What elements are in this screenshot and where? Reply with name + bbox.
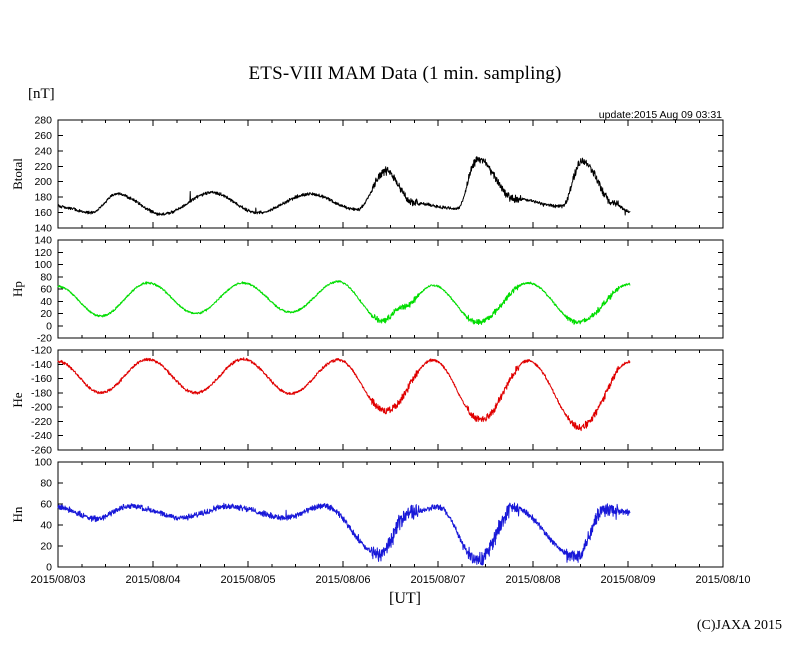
x-tick-label: 2015/08/09	[600, 574, 655, 586]
series-hn	[57, 502, 631, 566]
y-tick-label: 180	[34, 192, 52, 204]
y-tick-label: 0	[46, 320, 52, 332]
y-tick-label: 80	[40, 271, 52, 283]
y-axis-label-hp: Hp	[10, 281, 25, 297]
y-tick-label: 40	[40, 296, 52, 308]
y-axis-label-btotal: Btotal	[10, 158, 25, 190]
x-tick-label: 2015/08/10	[695, 574, 750, 586]
series-btotal	[57, 156, 631, 216]
y-tick-label: -20	[37, 333, 52, 345]
y-tick-label: 20	[40, 541, 52, 553]
y-tick-label: -120	[31, 345, 52, 357]
x-tick-label: 2015/08/05	[220, 574, 275, 586]
y-tick-label: -180	[31, 387, 52, 399]
y-tick-label: 100	[34, 259, 52, 271]
series-hp	[57, 280, 631, 326]
x-tick-label: 2015/08/04	[125, 574, 180, 586]
y-tick-label: -240	[31, 430, 52, 442]
y-axis-label-hn: Hn	[10, 506, 25, 522]
y-axis-label-he: He	[10, 392, 25, 407]
panel-he: -260 -240 -220 -200 -180 -160 -140 -120 He	[10, 345, 724, 457]
y-tick-label: 60	[40, 499, 52, 511]
copyright-credit: (C)JAXA 2015	[696, 618, 782, 633]
y-tick-label: 140	[34, 223, 52, 235]
y-tick-label: -140	[31, 359, 52, 371]
y-tick-label: 120	[34, 247, 52, 259]
panel-btotal: 140 160 180 200 220 240 260 280 Btotal	[10, 115, 724, 235]
y-tick-label: -220	[31, 416, 52, 428]
update-timestamp: update:2015 Aug 09 03:31	[598, 109, 722, 121]
y-tick-label: 40	[40, 520, 52, 532]
y-tick-label: -200	[31, 402, 52, 414]
y-tick-label: 160	[34, 207, 52, 219]
y-tick-label: -260	[31, 445, 52, 457]
unit-label: [nT]	[28, 86, 55, 102]
page-title: ETS-VIII MAM Data (1 min. sampling)	[248, 63, 562, 84]
panel-hn: 0 20 40 60 80 100 Hn	[10, 457, 724, 574]
x-tick-label: 2015/08/07	[410, 574, 465, 586]
x-axis-label: [UT]	[389, 590, 421, 607]
y-tick-label: 280	[34, 115, 52, 127]
y-tick-label: 80	[40, 478, 52, 490]
y-tick-label: 200	[34, 176, 52, 188]
y-tick-label: 260	[34, 130, 52, 142]
x-tick-label: 2015/08/08	[505, 574, 560, 586]
y-tick-label: 140	[34, 235, 52, 247]
y-tick-label: 20	[40, 308, 52, 320]
y-tick-label: 0	[46, 562, 52, 574]
series-he	[57, 357, 631, 432]
y-tick-label: 240	[34, 145, 52, 157]
x-tick-label: 2015/08/06	[315, 574, 370, 586]
y-tick-label: 60	[40, 284, 52, 296]
y-tick-label: 100	[34, 457, 52, 469]
x-tick-label: 2015/08/03	[30, 574, 85, 586]
y-tick-label: -160	[31, 373, 52, 385]
y-tick-label: 220	[34, 161, 52, 173]
